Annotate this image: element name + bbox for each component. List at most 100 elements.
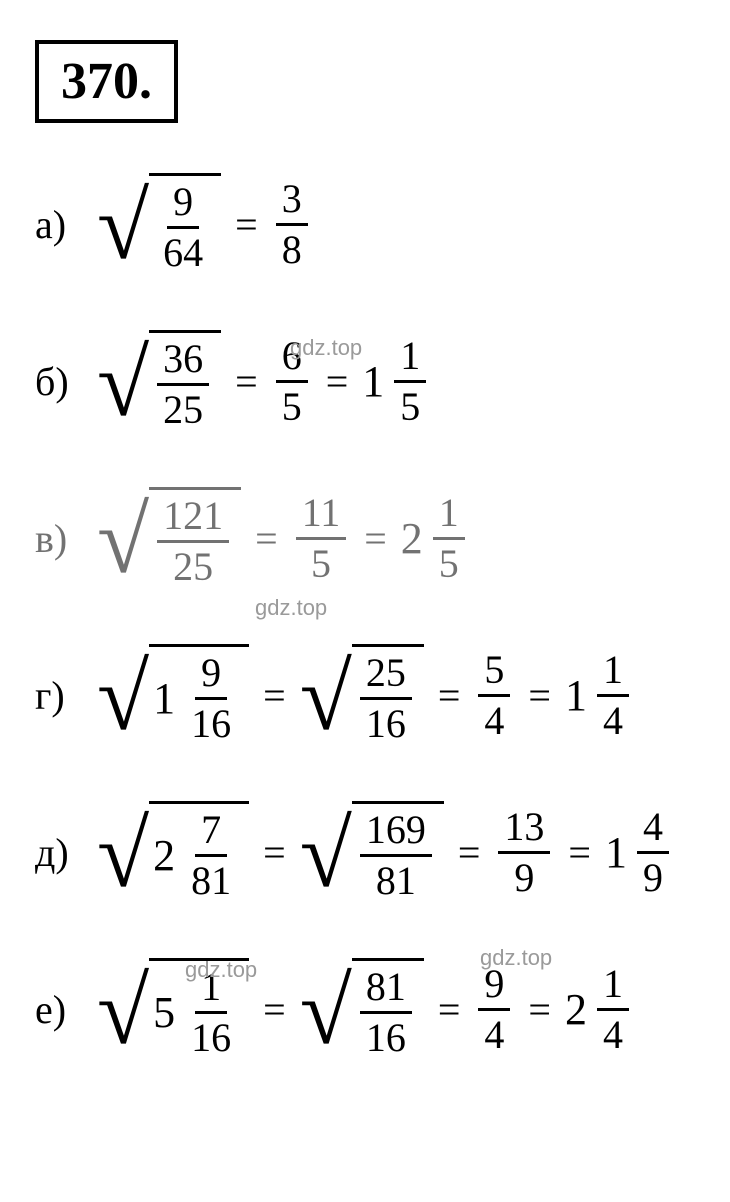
denominator: 16 (360, 700, 412, 746)
square-root: √ 121 25 (97, 487, 241, 589)
item-label: б) (35, 358, 85, 405)
whole-part: 2 (153, 830, 175, 881)
equals-sign: = (235, 201, 258, 248)
item-label: г) (35, 672, 85, 719)
denominator: 8 (276, 226, 308, 272)
equals-sign: = (568, 829, 591, 876)
square-root: √ 169 81 (300, 801, 444, 903)
equals-sign: = (528, 672, 551, 719)
fraction: 4 9 (637, 805, 669, 900)
numerator: 1 (597, 962, 629, 1011)
denominator: 16 (185, 1014, 237, 1060)
mixed-number: 1 1 4 (565, 648, 633, 743)
numerator: 121 (157, 494, 229, 543)
whole-part: 1 (565, 670, 587, 721)
whole-part: 5 (153, 987, 175, 1038)
denominator: 4 (478, 1011, 510, 1057)
fraction: 9 16 (185, 651, 237, 746)
fraction: 3 8 (276, 177, 308, 272)
whole-part: 1 (605, 827, 627, 878)
denominator: 81 (185, 857, 237, 903)
denominator: 5 (394, 383, 426, 429)
fraction: 9 4 (478, 962, 510, 1057)
denominator: 4 (597, 1011, 629, 1057)
denominator: 16 (360, 1014, 412, 1060)
fraction: 11 5 (296, 491, 347, 586)
denominator: 81 (370, 857, 422, 903)
numerator: 169 (360, 808, 432, 857)
mixed-number: 2 1 5 (401, 491, 469, 586)
radicand: 121 25 (149, 487, 241, 589)
numerator: 11 (296, 491, 347, 540)
radical-sign: √ (97, 191, 149, 262)
square-root: √ 36 25 (97, 330, 221, 432)
equals-sign: = (326, 358, 349, 405)
square-root: √ 5 1 16 (97, 958, 249, 1060)
fraction: 121 25 (157, 494, 229, 589)
radicand: 25 16 (352, 644, 424, 746)
numerator: 1 (433, 491, 465, 540)
item-label: а) (35, 201, 85, 248)
numerator: 4 (637, 805, 669, 854)
numerator: 9 (478, 962, 510, 1011)
radical-sign: √ (300, 976, 352, 1047)
numerator: 5 (478, 648, 510, 697)
fraction: 9 64 (157, 180, 209, 275)
denominator: 9 (508, 854, 540, 900)
radicand: 81 16 (352, 958, 424, 1060)
numerator: 3 (276, 177, 308, 226)
problem-number: 370. (61, 53, 152, 110)
whole-part: 2 (565, 984, 587, 1035)
radical-sign: √ (97, 819, 149, 890)
radical-sign: √ (97, 662, 149, 733)
item-label: е) (35, 986, 85, 1033)
radicand: 2 7 81 (149, 801, 249, 903)
fraction: 1 4 (597, 648, 629, 743)
radical-sign: √ (97, 976, 149, 1047)
radicand: 36 25 (149, 330, 221, 432)
denominator: 4 (597, 697, 629, 743)
radicand: 1 9 16 (149, 644, 249, 746)
denominator: 4 (478, 697, 510, 743)
equals-sign: = (364, 515, 387, 562)
radicand: 169 81 (352, 801, 444, 903)
denominator: 64 (157, 229, 209, 275)
numerator: 1 (195, 965, 227, 1014)
numerator: 6 (276, 334, 308, 383)
equals-sign: = (263, 829, 286, 876)
fraction: 5 4 (478, 648, 510, 743)
whole-part: 2 (401, 513, 423, 564)
mixed-number: 1 4 9 (605, 805, 673, 900)
square-root: √ 2 7 81 (97, 801, 249, 903)
denominator: 25 (157, 386, 209, 432)
radicand: 5 1 16 (149, 958, 249, 1060)
fraction: 1 4 (597, 962, 629, 1057)
mixed-number: 1 1 5 (362, 334, 430, 429)
numerator: 9 (195, 651, 227, 700)
mixed-number: 5 1 16 (153, 965, 241, 1060)
fraction: 1 5 (394, 334, 426, 429)
denominator: 5 (433, 540, 465, 586)
radical-sign: √ (300, 662, 352, 733)
equals-sign: = (235, 358, 258, 405)
mixed-number: 2 1 4 (565, 962, 633, 1057)
numerator: 13 (498, 805, 550, 854)
numerator: 36 (157, 337, 209, 386)
problem-number-box: 370. (35, 40, 178, 123)
fraction: 1 5 (433, 491, 465, 586)
numerator: 9 (167, 180, 199, 229)
equals-sign: = (458, 829, 481, 876)
fraction: 81 16 (360, 965, 412, 1060)
denominator: 5 (276, 383, 308, 429)
fraction: 36 25 (157, 337, 209, 432)
numerator: 7 (195, 808, 227, 857)
equals-sign: = (255, 515, 278, 562)
numerator: 1 (597, 648, 629, 697)
equation-line: д) √ 2 7 81 = √ 169 81 = 13 9 = 1 4 9 (35, 801, 695, 903)
fraction: 6 5 (276, 334, 308, 429)
square-root: √ 9 64 (97, 173, 221, 275)
equals-sign: = (528, 986, 551, 1033)
numerator: 1 (394, 334, 426, 383)
fraction: 1 16 (185, 965, 237, 1060)
radical-sign: √ (97, 505, 149, 576)
